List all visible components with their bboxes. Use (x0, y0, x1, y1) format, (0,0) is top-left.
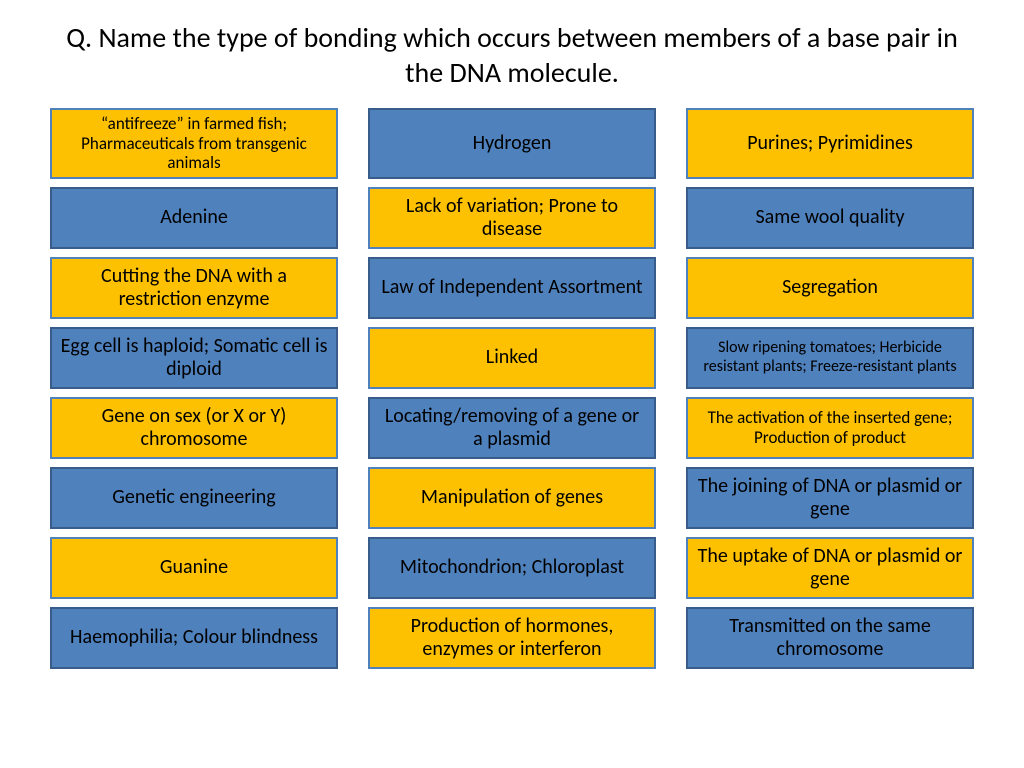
answer-card[interactable]: Same wool quality (686, 187, 974, 249)
answer-card[interactable]: Hydrogen (368, 108, 656, 179)
answer-card[interactable]: Law of Independent Assortment (368, 257, 656, 319)
answer-card[interactable]: The uptake of DNA or plasmid or gene (686, 537, 974, 599)
answer-card[interactable]: Production of hormones, enzymes or inter… (368, 607, 656, 669)
answer-card[interactable]: Transmitted on the same chromosome (686, 607, 974, 669)
answer-card[interactable]: Egg cell is haploid; Somatic cell is dip… (50, 327, 338, 389)
answer-card[interactable]: Adenine (50, 187, 338, 249)
answer-card[interactable]: Mitochondrion; Chloroplast (368, 537, 656, 599)
answer-card[interactable]: The activation of the inserted gene; Pro… (686, 397, 974, 459)
answer-card[interactable]: Manipulation of genes (368, 467, 656, 529)
answer-grid: “antifreeze” in farmed fish; Pharmaceuti… (50, 108, 974, 669)
answer-card[interactable]: Purines; Pyrimidines (686, 108, 974, 179)
answer-card[interactable]: “antifreeze” in farmed fish; Pharmaceuti… (50, 108, 338, 179)
answer-card[interactable]: Segregation (686, 257, 974, 319)
answer-card[interactable]: Linked (368, 327, 656, 389)
answer-card[interactable]: Haemophilia; Colour blindness (50, 607, 338, 669)
answer-card[interactable]: Locating/removing of a gene or a plasmid (368, 397, 656, 459)
answer-card[interactable]: Slow ripening tomatoes; Herbicide resist… (686, 327, 974, 389)
question-title: Q. Name the type of bonding which occurs… (50, 20, 974, 90)
answer-card[interactable]: Gene on sex (or X or Y) chromosome (50, 397, 338, 459)
answer-card[interactable]: Guanine (50, 537, 338, 599)
answer-card[interactable]: Cutting the DNA with a restriction enzym… (50, 257, 338, 319)
answer-card[interactable]: Genetic engineering (50, 467, 338, 529)
answer-card[interactable]: Lack of variation; Prone to disease (368, 187, 656, 249)
answer-card[interactable]: The joining of DNA or plasmid or gene (686, 467, 974, 529)
